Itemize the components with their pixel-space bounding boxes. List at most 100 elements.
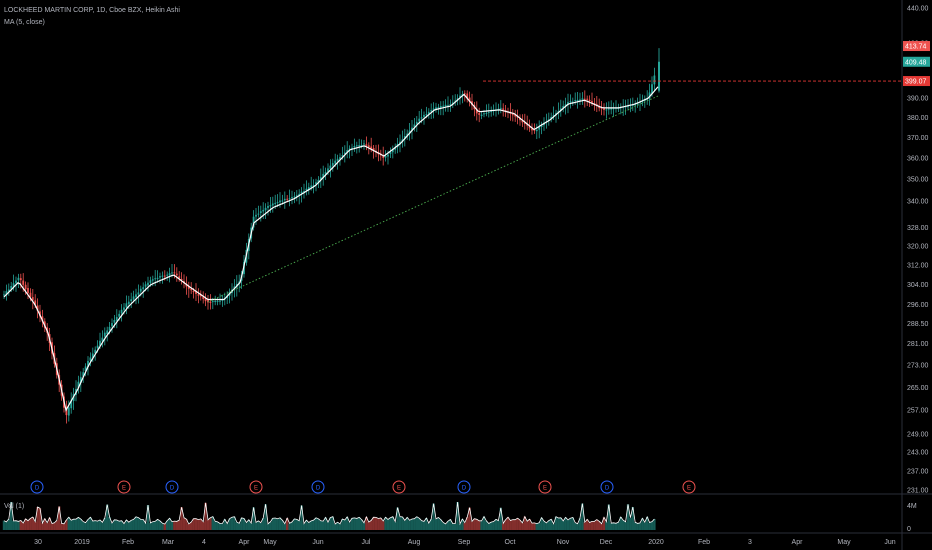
volume-bar xyxy=(14,520,18,530)
price-axis[interactable]: 440.00420.00400.00390.00380.00370.00360.… xyxy=(903,6,930,495)
volume-bar xyxy=(468,507,471,530)
candle-body xyxy=(629,105,632,107)
volume-bar xyxy=(312,520,315,530)
volume-bar xyxy=(514,519,517,530)
candle-body xyxy=(79,377,82,383)
candle-body xyxy=(3,294,5,296)
candle-body xyxy=(276,202,279,204)
volume-bar xyxy=(564,517,567,530)
candle-body xyxy=(336,158,339,161)
candle-body xyxy=(281,200,284,202)
volume-bar xyxy=(408,520,411,530)
candle-body xyxy=(586,98,589,100)
volume-bar xyxy=(110,523,114,530)
candle-body xyxy=(658,61,660,91)
candle-body xyxy=(22,280,25,285)
candle-body xyxy=(327,168,329,173)
volume-bar xyxy=(10,501,13,530)
ma-legend[interactable]: MA (5, close) xyxy=(4,19,45,26)
price-tag xyxy=(903,76,930,87)
dividend-marker[interactable] xyxy=(311,480,325,494)
symbol-legend[interactable]: LOCKHEED MARTIN CORP, 1D, Cboe BZX, Heik… xyxy=(4,7,180,14)
volume-bar xyxy=(103,517,106,530)
volume-bar xyxy=(653,519,656,530)
candle-body xyxy=(41,316,44,322)
volume-legend[interactable]: Vol (1) xyxy=(4,503,25,510)
candle-body xyxy=(564,104,567,107)
candle-body xyxy=(291,197,293,199)
volume-bar xyxy=(281,520,284,530)
volume-bar xyxy=(130,520,133,530)
volume-bar xyxy=(233,516,236,530)
volume-bar xyxy=(238,523,241,530)
time-axis[interactable]: 30 2019 Feb Mar 4 Apr May Jun Jul Aug Sep Oct Nov Dec… xyxy=(34,539,896,546)
volume-bar xyxy=(607,504,610,530)
volume-bar xyxy=(492,521,495,530)
volume-bar xyxy=(22,522,25,530)
candle-body xyxy=(298,193,301,196)
price-tag xyxy=(903,56,930,67)
candle-body xyxy=(214,300,217,302)
volume-bar xyxy=(38,508,42,530)
volume-bar xyxy=(480,520,483,530)
candle-body xyxy=(91,353,94,358)
volume-bar xyxy=(648,522,651,530)
dividend-marker[interactable] xyxy=(457,480,471,494)
volume-bar xyxy=(204,502,207,530)
price-tick-label: 440.00 xyxy=(907,6,929,13)
candle-body xyxy=(627,106,629,108)
volume-bar xyxy=(101,522,104,530)
earnings-marker[interactable] xyxy=(117,480,131,494)
price-tag-label: 399.07 xyxy=(905,79,927,86)
volume-bar xyxy=(199,518,202,530)
volume-bar xyxy=(626,504,630,530)
volume-bar xyxy=(178,520,181,530)
candle-body xyxy=(387,154,389,157)
candle-body xyxy=(127,301,130,305)
volume-bar xyxy=(461,519,464,530)
volume-bar xyxy=(331,516,334,530)
earnings-marker[interactable] xyxy=(538,480,552,494)
candle-body xyxy=(82,372,85,377)
time-tick-label: 2019 xyxy=(74,539,90,546)
dividend-marker[interactable] xyxy=(600,480,614,494)
candle-body xyxy=(631,104,634,106)
earnings-marker[interactable] xyxy=(392,480,406,494)
candle-body xyxy=(540,125,543,127)
volume-bar xyxy=(439,519,442,530)
volume-bar xyxy=(432,503,435,530)
candle-body xyxy=(483,113,485,115)
volume-bar xyxy=(108,517,111,530)
candle-body xyxy=(10,285,13,289)
time-tick-label: May xyxy=(837,539,851,546)
volume-bar xyxy=(91,520,94,530)
volume-bar xyxy=(53,522,56,530)
price-tick-label: 340.00 xyxy=(907,198,929,205)
dividend-marker[interactable] xyxy=(30,480,44,494)
candle-body xyxy=(394,147,397,150)
candle-body xyxy=(499,107,502,109)
volume-bar xyxy=(77,517,80,530)
dividend-marker[interactable] xyxy=(165,480,179,494)
volume-bar xyxy=(590,521,594,530)
volume-bar xyxy=(96,521,99,530)
volume-bar xyxy=(12,520,15,530)
volume-bar xyxy=(216,521,219,530)
volume-bar xyxy=(314,517,318,530)
candle-body xyxy=(135,294,137,298)
volume-bar xyxy=(535,523,538,530)
earnings-marker[interactable] xyxy=(249,480,263,494)
volume-bar xyxy=(82,521,85,530)
ma-line xyxy=(3,86,659,412)
candle-body xyxy=(130,299,133,302)
volume-bar xyxy=(410,519,414,530)
earnings-marker[interactable] xyxy=(682,480,696,494)
candle-body xyxy=(617,108,620,110)
volume-bar xyxy=(302,523,306,530)
candle-body xyxy=(288,198,291,200)
volume-bar xyxy=(214,521,217,530)
candle-body xyxy=(533,129,536,131)
candle-body xyxy=(168,273,171,276)
